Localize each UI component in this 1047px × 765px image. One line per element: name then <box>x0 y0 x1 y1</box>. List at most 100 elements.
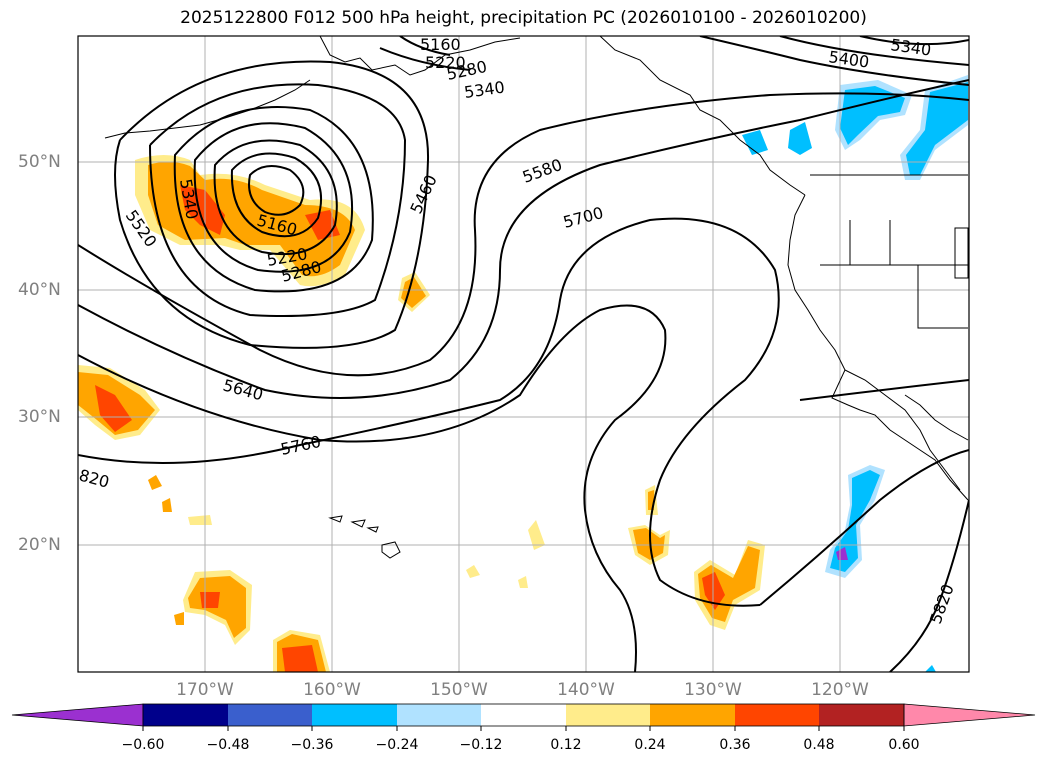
contour-5580 <box>78 92 969 377</box>
map-title: 2025122800 F012 500 hPa height, precipit… <box>180 8 867 28</box>
contour-5700 <box>78 304 667 672</box>
contour-5400-north <box>779 36 969 66</box>
lat-label: 30°N <box>18 407 61 427</box>
contour-label: 5460 <box>406 172 440 217</box>
contour-5760-outer <box>78 217 780 607</box>
precip-speck <box>528 520 545 550</box>
contour-label: 820 <box>77 466 111 492</box>
contour-ridge-se <box>759 449 969 606</box>
lat-label: 20°N <box>18 535 61 555</box>
precip-shading <box>78 75 968 672</box>
colorbar-tick-label: −0.48 <box>206 737 250 753</box>
precip-speck <box>174 612 184 625</box>
contour-5340-low <box>193 122 354 273</box>
contour-5220-inner <box>230 152 323 238</box>
colorbar-tick-label: −0.36 <box>290 737 334 753</box>
contour-label: 5640 <box>221 376 265 405</box>
colorbar-tick-label: −0.12 <box>459 737 503 753</box>
colorbar <box>11 703 1036 731</box>
hawaii-island <box>328 515 343 523</box>
precip-area-15n-170w-red <box>200 592 220 608</box>
contour-label: 5820 <box>926 582 958 627</box>
colorbar-bin <box>397 704 481 726</box>
colorbar-tick-label: −0.24 <box>375 737 419 753</box>
precip-area-22n-135w-orange <box>633 528 665 560</box>
precip-speck <box>148 475 162 490</box>
baja-peninsula <box>844 369 961 491</box>
gulf-of-california <box>904 394 969 441</box>
colorbar-tick-label: 0.24 <box>634 737 666 753</box>
contour-label: 5160 <box>420 35 461 54</box>
map-plot-area <box>78 36 969 672</box>
colorbar-bin <box>228 704 312 726</box>
lon-label: 150°W <box>430 680 488 700</box>
lat-label: 40°N <box>18 280 61 300</box>
contour-5460-north <box>699 36 969 86</box>
contour-5640 <box>78 79 969 399</box>
alaska-coast <box>319 36 521 76</box>
contour-label: 5700 <box>561 203 605 232</box>
coastlines <box>104 36 969 559</box>
precip-area-west-30n-red <box>95 385 132 432</box>
lon-label: 170°W <box>176 680 234 700</box>
precip-speck <box>188 515 212 525</box>
contour-ridge-east <box>799 379 969 401</box>
contour-label: 5580 <box>520 155 565 187</box>
contour-label: 5340 <box>889 35 932 59</box>
precip-area-160w-red <box>282 645 318 672</box>
colorbar-frame <box>142 703 905 727</box>
contour-5340-north <box>859 36 969 46</box>
hawaii-island <box>381 541 401 559</box>
colorbar-bin <box>650 704 735 726</box>
precip-area-blue-ne-1-deep <box>840 86 905 145</box>
west-coast-usa <box>787 194 969 501</box>
colorbar-tick-label: 0.12 <box>550 737 582 753</box>
contour-5160-inner <box>248 165 305 216</box>
precip-area-blue-ne-4 <box>742 130 768 155</box>
colorbar-extend-low <box>11 703 144 727</box>
lon-label: 140°W <box>557 680 615 700</box>
colorbar-bin <box>481 704 566 726</box>
contour-5820 <box>889 499 969 672</box>
precip-area-blue-ne-2-deep <box>906 82 968 175</box>
contour-north-2 <box>379 47 471 71</box>
colorbar-bin <box>735 704 819 726</box>
colorbar-bin <box>312 704 397 726</box>
precip-area-purple <box>836 547 848 560</box>
contour-label: 5760 <box>279 432 323 459</box>
lon-label: 130°W <box>684 680 742 700</box>
contour-5280-inner <box>213 139 338 256</box>
graticule <box>78 36 969 672</box>
state-border <box>954 227 969 279</box>
contour-north-1 <box>399 36 451 56</box>
contour-5460 <box>149 83 407 317</box>
contour-label: 5400 <box>827 47 870 71</box>
colorbar-bin <box>143 704 228 726</box>
precip-area-small-orange <box>401 277 426 308</box>
contour-5400-low <box>173 106 374 293</box>
colorbar-bin <box>819 704 904 726</box>
precip-area-blue-se-deep <box>830 470 880 572</box>
precip-area-low-west-red <box>180 185 225 235</box>
state-border <box>917 265 968 329</box>
colorbar-tick-label: −0.60 <box>121 737 165 753</box>
precip-speck <box>518 576 528 588</box>
colorbar-tick-label: 0.36 <box>719 737 751 753</box>
precip-area-blue-corner <box>925 665 936 672</box>
precip-area-blue-ne-3 <box>788 122 812 155</box>
map-frame <box>77 35 970 673</box>
alaska-panhandle <box>599 36 806 196</box>
aleutian-islands <box>104 79 311 139</box>
lat-label: 50°N <box>18 152 61 172</box>
hawaii-island <box>350 519 366 528</box>
contour-label: 5340 <box>463 77 506 101</box>
hawaii-island <box>366 526 379 533</box>
colorbar-tick-label: 0.60 <box>888 737 920 753</box>
lon-label: 120°W <box>811 680 869 700</box>
contour-label: 5220 <box>425 53 466 72</box>
colorbar-bin <box>566 704 650 726</box>
lon-label: 160°W <box>303 680 361 700</box>
contour-5520 <box>114 60 430 349</box>
precip-speck <box>162 498 172 512</box>
